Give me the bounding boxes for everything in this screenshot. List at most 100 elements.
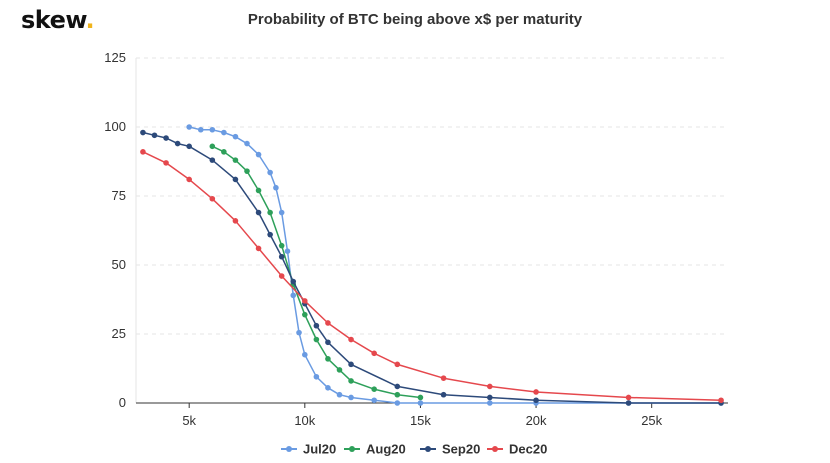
x-tick-label: 10k [294, 413, 315, 428]
data-point-jul20[interactable] [313, 373, 320, 380]
series-line-sep20 [142, 131, 722, 404]
legend-label-aug20: Aug20 [366, 442, 406, 457]
legend-label-dec20: Dec20 [509, 442, 547, 457]
data-point-dec20[interactable] [394, 361, 401, 368]
data-point-dec20[interactable] [209, 195, 216, 202]
x-tick-label: 15k [410, 413, 431, 428]
data-point-aug20[interactable] [417, 394, 424, 401]
data-point-sep20[interactable] [325, 339, 331, 346]
data-point-dec20[interactable] [533, 389, 539, 395]
x-tick-label: 25k [641, 413, 662, 428]
data-point-jul20[interactable] [244, 140, 250, 147]
data-point-jul20[interactable] [325, 385, 331, 391]
data-point-jul20[interactable] [221, 129, 227, 136]
data-point-aug20[interactable] [255, 187, 262, 194]
data-point-aug20[interactable] [313, 336, 320, 343]
data-point-jul20[interactable] [302, 351, 308, 358]
data-point-jul20[interactable] [394, 400, 401, 406]
data-point-dec20[interactable] [718, 397, 724, 404]
data-point-jul20[interactable] [487, 400, 493, 406]
data-point-dec20[interactable] [163, 160, 169, 166]
data-point-sep20[interactable] [163, 135, 169, 141]
data-point-dec20[interactable] [302, 298, 308, 304]
legend-item-sep20[interactable]: Sep20 [420, 442, 480, 457]
legend-item-dec20[interactable]: Dec20 [487, 442, 547, 457]
data-point-sep20[interactable] [487, 394, 493, 401]
data-point-aug20[interactable] [232, 157, 239, 163]
data-point-sep20[interactable] [174, 140, 181, 147]
data-point-aug20[interactable] [371, 386, 377, 393]
data-point-aug20[interactable] [336, 367, 343, 373]
data-point-sep20[interactable] [151, 132, 158, 139]
data-point-sep20[interactable] [278, 253, 285, 260]
series-line-aug20 [211, 145, 421, 399]
data-point-sep20[interactable] [140, 129, 146, 136]
data-point-dec20[interactable] [186, 176, 192, 183]
y-tick-label: 50 [112, 257, 126, 272]
data-point-jul20[interactable] [278, 209, 285, 216]
data-point-aug20[interactable] [348, 378, 354, 384]
data-point-jul20[interactable] [417, 400, 424, 406]
data-point-jul20[interactable] [371, 397, 377, 404]
data-point-jul20[interactable] [209, 126, 216, 133]
legend-marker-dec20 [492, 446, 498, 452]
data-point-jul20[interactable] [186, 124, 192, 130]
data-point-sep20[interactable] [348, 361, 354, 368]
data-point-aug20[interactable] [302, 311, 308, 318]
data-point-sep20[interactable] [440, 391, 447, 398]
data-point-dec20[interactable] [625, 394, 632, 401]
data-point-dec20[interactable] [232, 218, 239, 224]
series-aug20 [209, 143, 424, 401]
legend-marker-aug20 [349, 446, 355, 452]
data-point-jul20[interactable] [273, 184, 279, 191]
data-point-aug20[interactable] [394, 391, 401, 398]
data-point-sep20[interactable] [232, 176, 239, 183]
data-point-dec20[interactable] [371, 350, 377, 357]
data-point-sep20[interactable] [255, 209, 262, 216]
data-point-aug20[interactable] [221, 149, 227, 155]
data-point-jul20[interactable] [267, 169, 273, 176]
data-point-jul20[interactable] [348, 394, 354, 401]
data-point-sep20[interactable] [186, 143, 192, 150]
series-jul20 [186, 124, 724, 406]
legend-label-jul20: Jul20 [303, 442, 336, 457]
data-point-dec20[interactable] [487, 383, 493, 390]
y-tick-label: 100 [104, 119, 126, 134]
data-point-jul20[interactable] [232, 133, 239, 140]
data-point-dec20[interactable] [278, 273, 285, 279]
data-point-dec20[interactable] [348, 336, 354, 343]
data-point-jul20[interactable] [296, 329, 302, 336]
data-point-jul20[interactable] [336, 391, 343, 398]
data-point-sep20[interactable] [394, 383, 401, 390]
y-tick-label: 75 [112, 188, 126, 203]
data-point-jul20[interactable] [290, 292, 297, 299]
data-point-sep20[interactable] [290, 278, 297, 285]
data-point-dec20[interactable] [255, 245, 262, 252]
data-point-sep20[interactable] [313, 322, 320, 329]
y-tick-label: 125 [104, 50, 126, 65]
skew-logo: skew. [21, 6, 95, 34]
legend-item-aug20[interactable]: Aug20 [344, 442, 406, 457]
data-point-aug20[interactable] [267, 209, 273, 216]
data-point-aug20[interactable] [325, 356, 331, 362]
data-point-dec20[interactable] [140, 149, 146, 155]
data-point-sep20[interactable] [625, 400, 632, 406]
series-sep20 [140, 129, 724, 406]
data-point-jul20[interactable] [197, 126, 204, 133]
data-point-aug20[interactable] [278, 242, 285, 249]
data-point-aug20[interactable] [209, 143, 216, 150]
series-line-dec20 [142, 151, 722, 401]
data-point-aug20[interactable] [244, 168, 250, 174]
series-group [140, 124, 724, 406]
data-point-jul20[interactable] [255, 151, 262, 158]
legend-label-sep20: Sep20 [442, 442, 480, 457]
data-point-sep20[interactable] [533, 397, 539, 404]
legend-marker-sep20 [425, 446, 431, 452]
data-point-dec20[interactable] [440, 375, 447, 381]
data-point-jul20[interactable] [284, 248, 291, 254]
legend-item-jul20[interactable]: Jul20 [281, 442, 336, 457]
data-point-sep20[interactable] [209, 157, 216, 163]
data-point-dec20[interactable] [325, 320, 331, 326]
data-point-sep20[interactable] [267, 231, 273, 238]
